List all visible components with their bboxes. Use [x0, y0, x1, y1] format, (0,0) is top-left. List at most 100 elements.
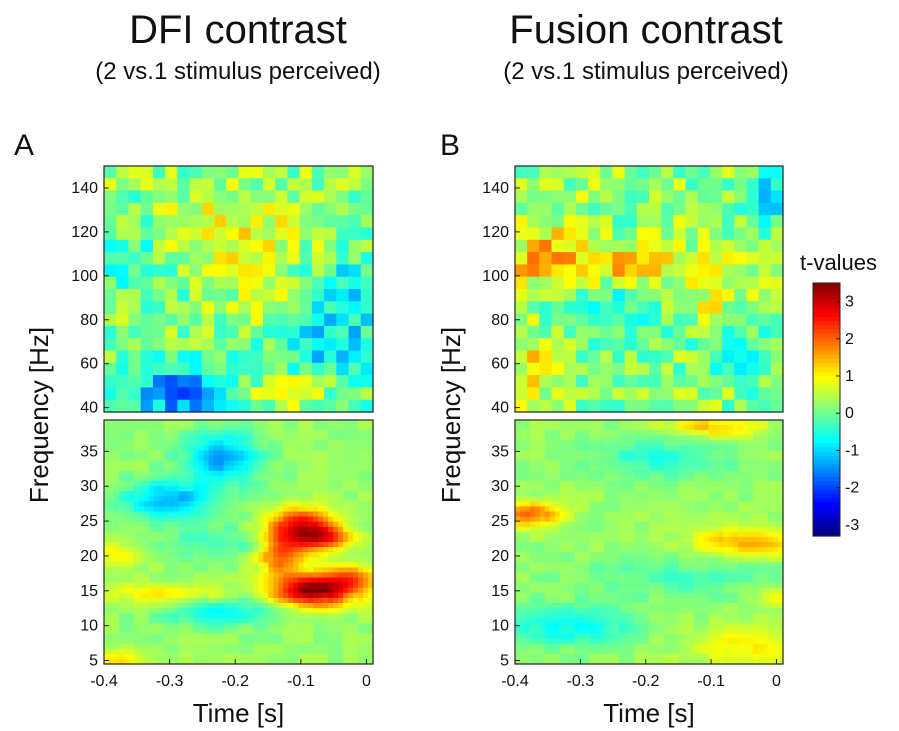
heatmap-cell [515, 481, 521, 487]
heatmap-cell [368, 516, 374, 523]
heatmap-cell [108, 425, 115, 431]
heatmap-cell [133, 501, 140, 508]
heatmap-cell [734, 252, 748, 265]
heatmap-cell [348, 289, 362, 302]
heatmap-cell [163, 435, 170, 441]
heatmap-cell [223, 511, 230, 518]
heatmap-cell [143, 567, 150, 574]
heatmap-cell [298, 526, 304, 533]
heatmap-cell [298, 531, 304, 538]
heatmap-cell [318, 562, 324, 569]
heatmap-cell [328, 542, 334, 548]
heatmap-cell [223, 455, 230, 462]
heatmap-cell [634, 465, 640, 472]
heatmap-cell [233, 440, 240, 447]
heatmap-cell [324, 239, 337, 253]
heatmap-cell [293, 592, 299, 599]
heatmap-cell [223, 501, 230, 508]
heatmap-cell [128, 239, 142, 253]
heatmap-cell [223, 465, 230, 472]
heatmap-cell [554, 536, 561, 543]
heatmap-cell [152, 362, 166, 376]
heatmap-cell [288, 420, 294, 426]
heatmap-cell [519, 648, 526, 655]
heatmap-cell [173, 572, 180, 579]
heatmap-cell [338, 638, 344, 645]
heatmap-cell [268, 592, 274, 599]
heatmap-cell [208, 491, 215, 497]
heatmap-cell [544, 557, 551, 563]
heatmap-cell [233, 511, 240, 518]
heatmap-cell [193, 597, 200, 604]
heatmap-cell [697, 215, 711, 229]
heatmap-cell [203, 552, 210, 558]
heatmap-cell [293, 486, 299, 492]
heatmap-cell [604, 470, 610, 477]
heatmap-cell [629, 536, 635, 543]
heatmap-cell [529, 638, 536, 645]
heatmap-cell [515, 536, 521, 543]
heatmap-cell [278, 603, 284, 609]
heatmap-cell [183, 481, 190, 487]
heatmap-cell [104, 643, 110, 650]
heatmap-cell [569, 501, 576, 508]
heatmap-cell [634, 491, 640, 497]
heatmap-cell [208, 592, 215, 599]
heatmap-cell [589, 587, 596, 594]
heatmap-cell [128, 623, 135, 630]
heatmap-cell [368, 425, 374, 431]
heatmap-cell [324, 190, 337, 204]
heatmap-cell [183, 425, 190, 431]
heatmap-cell [104, 465, 110, 472]
heatmap-cell [258, 628, 265, 635]
heatmap-cell [288, 552, 294, 558]
heatmap-cell [624, 166, 638, 179]
heatmap-cell [515, 516, 521, 523]
heatmap-cell [639, 572, 645, 579]
heatmap-cell [233, 603, 240, 609]
heatmap-cell [188, 557, 195, 563]
heatmap-cell [198, 511, 205, 518]
heatmap-cell [323, 613, 329, 619]
heatmap-cell [534, 542, 541, 548]
heatmap-cell [328, 577, 334, 584]
heatmap-cell [604, 486, 610, 492]
heatmap-cell [594, 420, 600, 426]
heatmap-cell [213, 521, 220, 528]
heatmap-cell [188, 481, 195, 487]
heatmap-cell [348, 587, 354, 594]
heatmap-cell [233, 496, 240, 502]
heatmap-cell [599, 608, 605, 614]
heatmap-cell [658, 547, 665, 553]
heatmap-cell [639, 628, 645, 635]
heatmap-cell [574, 526, 581, 533]
heatmap-cell [515, 547, 521, 553]
heatmap-cell [278, 450, 284, 457]
heatmap-cell [634, 552, 640, 558]
heatmap-cell [308, 577, 314, 584]
heatmap-cell [148, 552, 155, 558]
heatmap-cell [313, 587, 319, 594]
heatmap-cell [168, 562, 175, 569]
heatmap-cell [138, 638, 145, 645]
heatmap-cell [569, 516, 576, 523]
heatmap-cell [133, 511, 140, 518]
heatmap-cell [258, 460, 265, 467]
heatmap-cell [612, 166, 626, 179]
heatmap-cell [113, 491, 120, 497]
heatmap-cell [153, 587, 160, 594]
heatmap-cell [563, 178, 577, 192]
heatmap-cell [363, 521, 369, 528]
heatmap-cell [639, 552, 645, 558]
heatmap-cell [233, 481, 240, 487]
heatmap-cell [589, 430, 596, 436]
heatmap-cell [569, 445, 576, 452]
heatmap-cell [564, 572, 571, 579]
heatmap-cell [604, 618, 610, 624]
heatmap-cell [258, 425, 265, 431]
heatmap-cell [734, 362, 748, 376]
heatmap-cell [333, 491, 339, 497]
heatmap-cell [579, 501, 586, 508]
heatmap-cell [358, 536, 364, 543]
heatmap-cell [223, 491, 230, 497]
